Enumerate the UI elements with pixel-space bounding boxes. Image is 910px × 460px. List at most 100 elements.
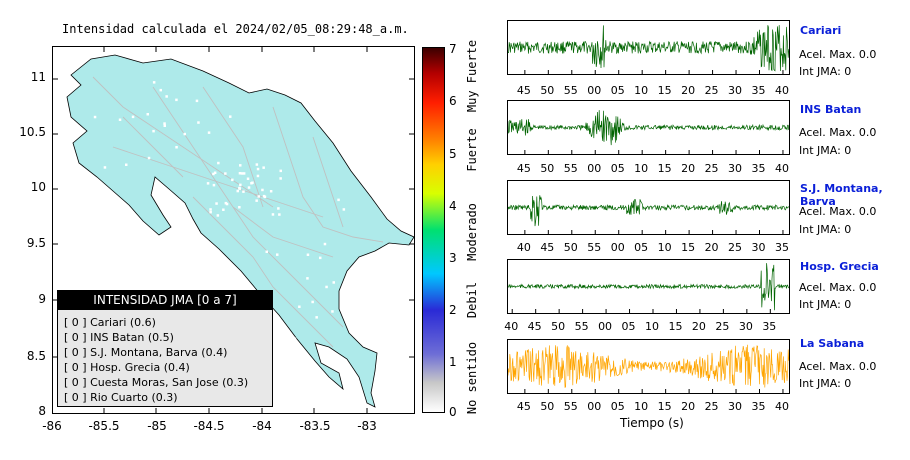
trace-tick-label: 35 [751, 162, 766, 175]
trace-tick-label: 55 [563, 400, 578, 413]
trace-ticks: 45 50 55 00 05 10 15 20 25 30 35 40 [507, 84, 789, 98]
trace-tick-label: 10 [634, 400, 649, 413]
trace-plot-cariari [507, 20, 790, 75]
map-y-tick: 10.5 [19, 125, 46, 139]
colorbar-tick: 7 [449, 42, 457, 56]
trace-tick-label: 15 [657, 84, 672, 97]
trace-tick-label: 15 [657, 400, 672, 413]
trace-tick-label: 05 [610, 84, 625, 97]
trace-tick-label: 10 [634, 84, 649, 97]
trace-tick-label: 05 [621, 320, 636, 333]
town-marker [256, 167, 260, 171]
map-x-tick: -83 [357, 419, 377, 433]
trace-tick-label: 30 [728, 400, 743, 413]
waveform [508, 110, 789, 154]
town-marker [207, 131, 211, 134]
town-marker [213, 171, 217, 174]
town-marker [251, 181, 254, 184]
town-marker [163, 124, 166, 127]
trace-tick-label: 50 [551, 320, 566, 333]
map-y-tick: 11 [30, 70, 46, 84]
trace-tick-label: 05 [610, 162, 625, 175]
waveform-line [508, 263, 789, 311]
town-markers [93, 81, 359, 340]
legend-item: [ 0 ] INS Batan (0.5) [64, 331, 174, 344]
town-marker [152, 129, 155, 133]
map-y-tick: 8 [38, 404, 46, 418]
town-marker [276, 253, 279, 256]
trace-tick-label: 50 [540, 162, 555, 175]
town-marker [165, 95, 168, 98]
colorbar-label-debil: Debil [465, 281, 479, 319]
town-marker [103, 166, 107, 169]
station-accel: Acel. Max. 0.0 [799, 360, 877, 373]
station-accel: Acel. Max. 0.0 [799, 205, 877, 218]
town-marker [246, 177, 250, 180]
legend-item: [ 0 ] S.J. Montana, Barva (0.4) [64, 346, 228, 359]
trace-tick-label: 25 [715, 320, 730, 333]
trace-tick-label: 45 [516, 162, 531, 175]
town-marker [298, 305, 301, 308]
trace-tick-label: 35 [751, 400, 766, 413]
trace-tick-label: 40 [504, 320, 519, 333]
colorbar-tick: 4 [449, 199, 457, 213]
town-marker [277, 207, 280, 210]
waveform [508, 263, 789, 313]
trace-plot-hosp-grecia [507, 259, 790, 314]
colorbar-tick: 5 [449, 147, 457, 161]
trace-plot-sj-montana [507, 180, 790, 235]
trace-tick-label: 40 [516, 241, 531, 254]
map-y-tick: 8.5 [26, 349, 46, 363]
costa-rica-land [66, 54, 414, 408]
town-marker [212, 172, 215, 176]
town-marker [231, 178, 234, 182]
station-name: Cariari [800, 24, 842, 37]
town-marker [222, 208, 225, 211]
road-network [92, 76, 384, 348]
trace-tick-label: 00 [587, 84, 602, 97]
town-marker [118, 118, 122, 121]
town-marker [224, 201, 228, 205]
legend-title: INTENSIDAD JMA [0 a 7] [58, 291, 272, 310]
trace-tick-label: 40 [774, 162, 789, 175]
town-marker [224, 172, 227, 175]
town-marker [278, 213, 281, 216]
colorbar-label-moderado: Moderado [465, 203, 479, 261]
intensity-legend: INTENSIDAD JMA [0 a 7] [ 0 ] Cariari (0.… [57, 290, 273, 407]
waveform-line [508, 195, 789, 227]
station-name: INS Batan [800, 103, 862, 116]
trace-tick-label: 15 [681, 241, 696, 254]
town-marker [332, 281, 335, 284]
station-jma: Int JMA: 0 [799, 377, 852, 390]
waveform-line [508, 25, 789, 72]
town-marker [242, 190, 245, 193]
town-marker [269, 190, 273, 193]
axis-ticks [53, 47, 414, 413]
trace-tick-label: 30 [738, 320, 753, 333]
town-marker [240, 172, 244, 175]
trace-tick-label: 00 [610, 241, 625, 254]
colorbar-label-fuerte: Fuerte [465, 128, 479, 172]
town-marker [239, 183, 242, 187]
town-marker [163, 122, 166, 125]
town-marker [238, 172, 242, 175]
town-marker [215, 202, 218, 205]
trace-tick-label: 25 [704, 84, 719, 97]
town-marker [236, 189, 239, 193]
town-marker [262, 166, 265, 169]
trace-tick-label: 25 [728, 241, 743, 254]
trace-tick-label: 15 [657, 162, 672, 175]
trace-tick-label: 20 [691, 320, 706, 333]
town-marker [216, 214, 220, 217]
trace-tick-label: 50 [540, 84, 555, 97]
town-marker [256, 174, 260, 178]
trace-tick-label: 00 [587, 400, 602, 413]
waveform [508, 25, 789, 74]
legend-item: [ 0 ] Cariari (0.6) [64, 316, 156, 329]
town-marker [195, 99, 199, 103]
trace-ticks: 40 45 50 55 00 05 10 15 20 25 30 35 [507, 241, 789, 255]
map-title: Intensidad calculada el 2024/02/05_08:29… [62, 22, 409, 36]
trace-tick-label: 55 [574, 320, 589, 333]
trace-tick-label: 20 [704, 241, 719, 254]
colorbar-tick: 6 [449, 94, 457, 108]
